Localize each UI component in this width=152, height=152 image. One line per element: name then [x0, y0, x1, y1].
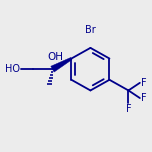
Text: F: F: [141, 93, 146, 103]
Text: F: F: [141, 78, 146, 88]
Text: OH: OH: [47, 52, 64, 62]
Polygon shape: [51, 57, 72, 72]
Text: F: F: [126, 104, 131, 114]
Text: Br: Br: [85, 25, 96, 35]
Text: HO: HO: [5, 64, 20, 74]
